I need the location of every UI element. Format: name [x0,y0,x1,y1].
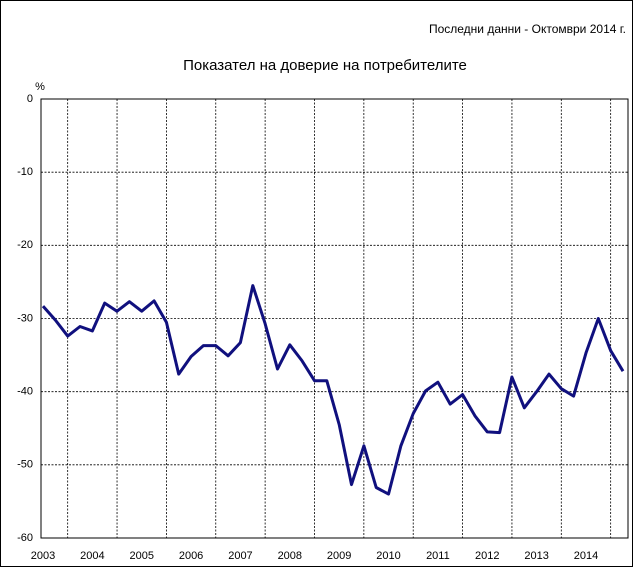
x-tick-label: 2006 [179,550,203,562]
x-tick-label: 2003 [31,550,55,562]
y-tick-label: -30 [17,312,33,324]
x-tick-label: 2009 [327,550,351,562]
chart-title: Показател на доверие на потребителите [183,57,467,74]
y-tick-label: -20 [17,239,33,251]
x-tick-label: 2013 [524,550,548,562]
y-tick-label: 0 [27,93,33,105]
x-tick-label: 2008 [278,550,302,562]
x-tick-label: 2012 [475,550,499,562]
y-axis-label: % [35,81,45,93]
x-tick-label: 2007 [228,550,252,562]
x-tick-label: 2010 [376,550,400,562]
y-tick-label: -50 [17,459,33,471]
plot-area [40,98,629,539]
data-line [41,284,625,496]
y-tick-label: -10 [17,166,33,178]
y-tick-label: -40 [17,386,33,398]
x-tick-label: 2014 [574,550,598,562]
x-tick-label: 2005 [129,550,153,562]
note: Последни данни - Октомври 2014 г. [429,22,626,36]
x-tick-label: 2004 [80,550,104,562]
y-tick-label: -60 [17,532,33,544]
x-tick-label: 2011 [426,550,450,562]
